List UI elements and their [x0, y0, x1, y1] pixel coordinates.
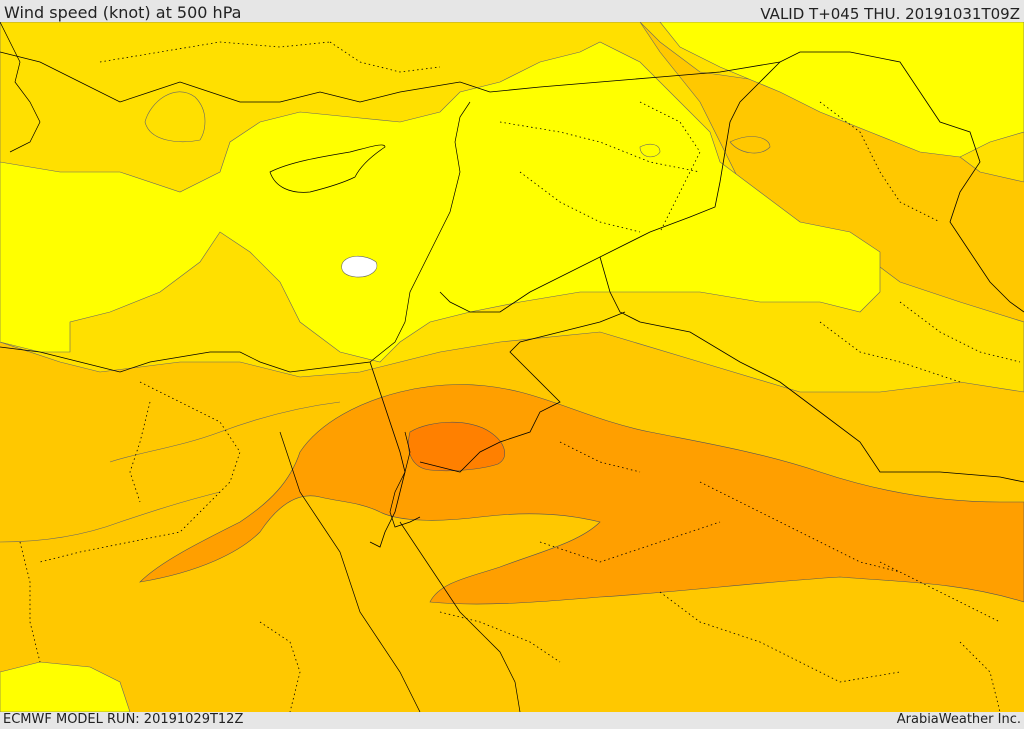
credit-text: ArabiaWeather Inc. — [896, 712, 1021, 727]
border-line — [419, 311, 626, 473]
region-dark-orange — [408, 421, 505, 472]
footer-bar: ECMWF MODEL RUN: 20191029T12Z ArabiaWeat… — [0, 712, 1024, 729]
dotted-boundaries — [19, 41, 1021, 712]
coastline-aqaba — [389, 431, 421, 528]
border-line — [489, 51, 1024, 313]
header-bar: Wind speed (knot) at 500 hPa VALID T+045… — [0, 0, 1024, 23]
map-title: Wind speed (knot) at 500 hPa — [4, 3, 242, 22]
model-run: ECMWF MODEL RUN: 20191029T12Z — [3, 712, 244, 727]
coastline-red-sea — [279, 431, 421, 712]
coastline-turkey — [0, 51, 491, 103]
valid-time: VALID T+045 THU. 20191031T09Z — [760, 5, 1020, 23]
region-white — [341, 255, 378, 278]
contour-line — [729, 136, 771, 154]
cyprus-island — [269, 144, 386, 193]
region-yellow-ne — [659, 22, 1024, 158]
region-yellow — [0, 41, 881, 363]
border-line — [439, 61, 781, 313]
coastline-red-sea-east — [399, 521, 521, 712]
wind-speed-map[interactable] — [0, 22, 1024, 712]
region-lightyellow-blob — [144, 91, 206, 142]
contour-line — [109, 401, 341, 463]
coastline — [0, 101, 471, 373]
coastline-turkey-west — [0, 22, 41, 153]
border-line — [599, 256, 1024, 483]
band-orange — [139, 384, 1024, 605]
map-canvas — [0, 22, 1024, 712]
contour-line — [0, 491, 221, 543]
contour-line — [639, 143, 661, 158]
border-line — [369, 361, 406, 548]
